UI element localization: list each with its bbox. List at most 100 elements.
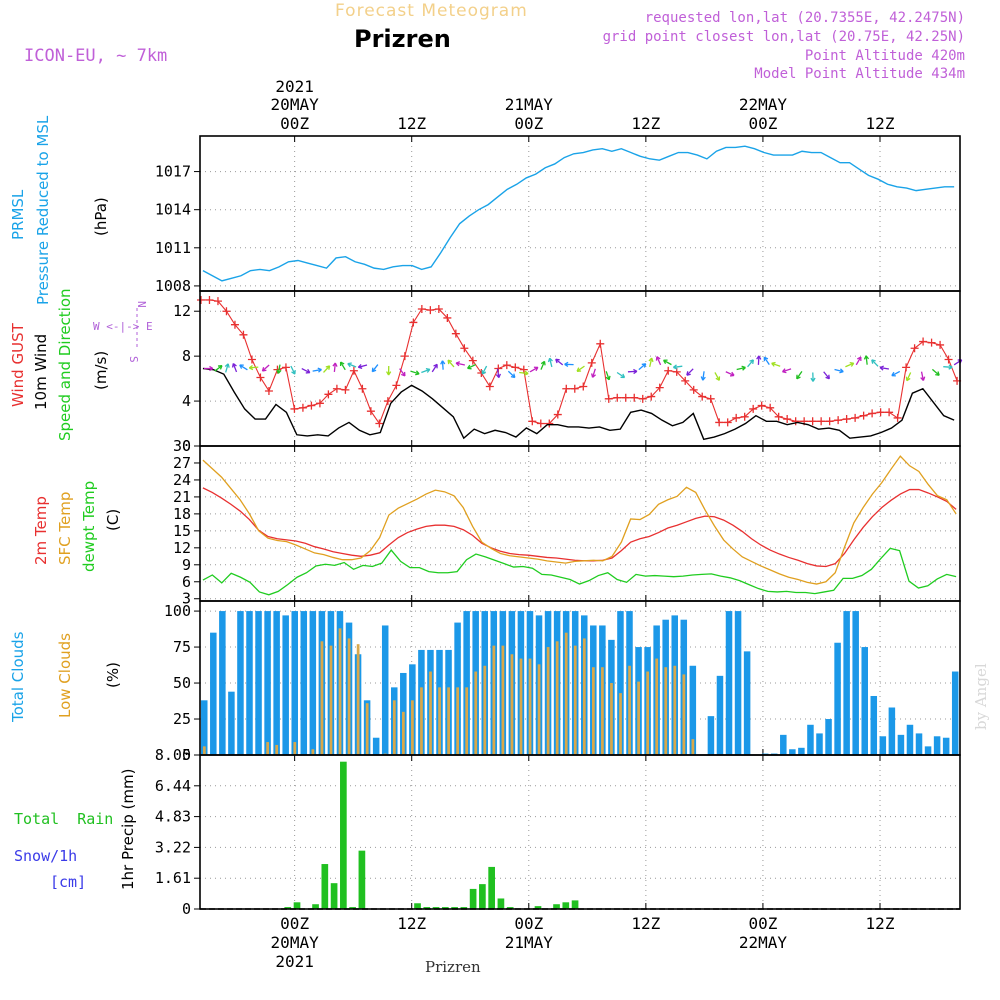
time-label-top: 00Z xyxy=(748,114,777,133)
gust-marker xyxy=(400,352,409,361)
top-title: Forecast Meteogram xyxy=(335,1,528,21)
wind-direction-arrowhead xyxy=(605,375,611,381)
wind-direction-arrow xyxy=(447,359,455,368)
y-tick-label: 50 xyxy=(173,674,191,692)
total-cloud-bar xyxy=(291,611,298,755)
gust-marker xyxy=(485,382,494,391)
total-cloud-bar xyxy=(816,733,823,755)
total-cloud-bar xyxy=(879,736,887,755)
gust-marker xyxy=(264,386,273,395)
total-cloud-bar xyxy=(707,716,715,755)
wind-direction-arrowhead xyxy=(339,361,345,367)
total-cloud-bar xyxy=(228,691,235,755)
wind-direction-arrow xyxy=(855,356,862,366)
rain-bar xyxy=(349,907,356,909)
total-cloud-bar xyxy=(906,724,914,755)
rain-bar xyxy=(479,884,486,909)
wind-direction-arrowhead xyxy=(672,364,678,370)
rain-bar xyxy=(460,907,468,909)
gust-marker xyxy=(774,412,783,421)
low-cloud-bar xyxy=(474,671,478,755)
wind-direction-arrowhead xyxy=(935,371,940,376)
compass-rose: N W <-|-> E S xyxy=(93,301,153,363)
wind-direction-arrowhead xyxy=(291,370,296,375)
low-cloud-bar xyxy=(275,744,279,755)
gust-marker xyxy=(375,419,384,428)
rain-bar xyxy=(506,907,514,909)
total-cloud-bar xyxy=(942,737,950,755)
wind-direction-arrow xyxy=(796,370,803,380)
wind-direction-arrow xyxy=(232,363,238,373)
wind-direction-arrow xyxy=(496,368,500,378)
low-cloud-bar xyxy=(646,671,650,755)
wind-direction-arrow xyxy=(529,366,539,373)
wind-direction-arrow xyxy=(834,368,844,373)
rain-bar xyxy=(340,761,347,909)
total-cloud-bar xyxy=(381,625,389,755)
gust-marker xyxy=(783,415,792,424)
wind-direction-arrowhead xyxy=(663,359,668,365)
wind-direction-arrowhead xyxy=(879,365,884,371)
gust-marker xyxy=(383,397,392,406)
total-cloud-bar xyxy=(734,611,742,755)
wind-direction-arrowhead xyxy=(856,356,862,362)
low-cloud-bar xyxy=(628,665,631,755)
gust-marker xyxy=(434,304,443,313)
wind-direction-arrowhead xyxy=(231,363,237,368)
wind-direction-arrowhead xyxy=(547,357,553,363)
y-tick-label: 8 xyxy=(182,347,191,365)
total-cloud-bar xyxy=(255,611,262,755)
wind-direction-arrowhead xyxy=(771,361,776,367)
wind-direction-arrowhead xyxy=(686,371,691,376)
wind-direction-arrow xyxy=(771,362,781,367)
wind-direction-arrowhead xyxy=(425,367,431,373)
rain-bar xyxy=(553,904,560,909)
rain-bar xyxy=(488,866,495,909)
gust-marker xyxy=(511,363,520,372)
wind-direction-arrow xyxy=(540,361,546,370)
low-cloud-bar xyxy=(320,641,324,755)
wind-direction-arrow xyxy=(555,358,564,366)
total-cloud-bar xyxy=(264,611,271,755)
gust-marker xyxy=(910,344,919,353)
gust-marker xyxy=(451,329,460,338)
wind-direction-arrowhead xyxy=(332,362,338,367)
pressure-line xyxy=(202,145,955,282)
wind-direction-arrowhead xyxy=(325,365,331,370)
y-tick-label: 25 xyxy=(173,710,191,728)
time-label-bottom: 12Z xyxy=(631,914,660,933)
wind-direction-arrow xyxy=(673,365,683,369)
wind-direction-arrow xyxy=(920,371,925,381)
label-wind-gust: Wind GUST xyxy=(9,322,27,407)
total-cloud-bar xyxy=(852,611,859,755)
wind-direction-arrowhead xyxy=(495,373,501,379)
gust-marker xyxy=(562,384,571,393)
wind-direction-arrow xyxy=(736,366,746,371)
low-cloud-bar xyxy=(202,746,206,755)
low-cloud-bar xyxy=(637,681,640,755)
low-cloud-bar xyxy=(546,647,550,755)
wind-direction-arrowhead xyxy=(540,360,546,366)
low-cloud-bar xyxy=(365,703,369,755)
model-altitude: Model Point Altitude 434m xyxy=(754,66,965,82)
rain-bar xyxy=(358,850,366,909)
gust-marker xyxy=(893,413,902,422)
gust-marker xyxy=(638,394,647,403)
total-cloud-bar xyxy=(300,611,308,755)
gust-marker xyxy=(349,366,358,375)
label-pressure-msl: Pressure Reduced to MSL xyxy=(34,115,52,305)
total-cloud-bar xyxy=(246,611,253,755)
gust-marker xyxy=(324,390,333,399)
low-cloud-bar xyxy=(420,687,423,755)
rain-bar xyxy=(423,907,431,909)
wind-direction-arrowhead xyxy=(248,365,254,371)
total-cloud-bar xyxy=(915,733,923,755)
low-cloud-bar xyxy=(519,658,523,755)
gust-marker xyxy=(791,417,800,426)
label-sfc-temp: SFC Temp xyxy=(56,492,74,565)
low-cloud-bar xyxy=(691,739,695,755)
y-tick-label: 12 xyxy=(173,302,191,320)
gust-marker xyxy=(332,384,341,393)
total-cloud-bar xyxy=(897,734,905,755)
wind-direction-arrowhead xyxy=(655,356,661,361)
